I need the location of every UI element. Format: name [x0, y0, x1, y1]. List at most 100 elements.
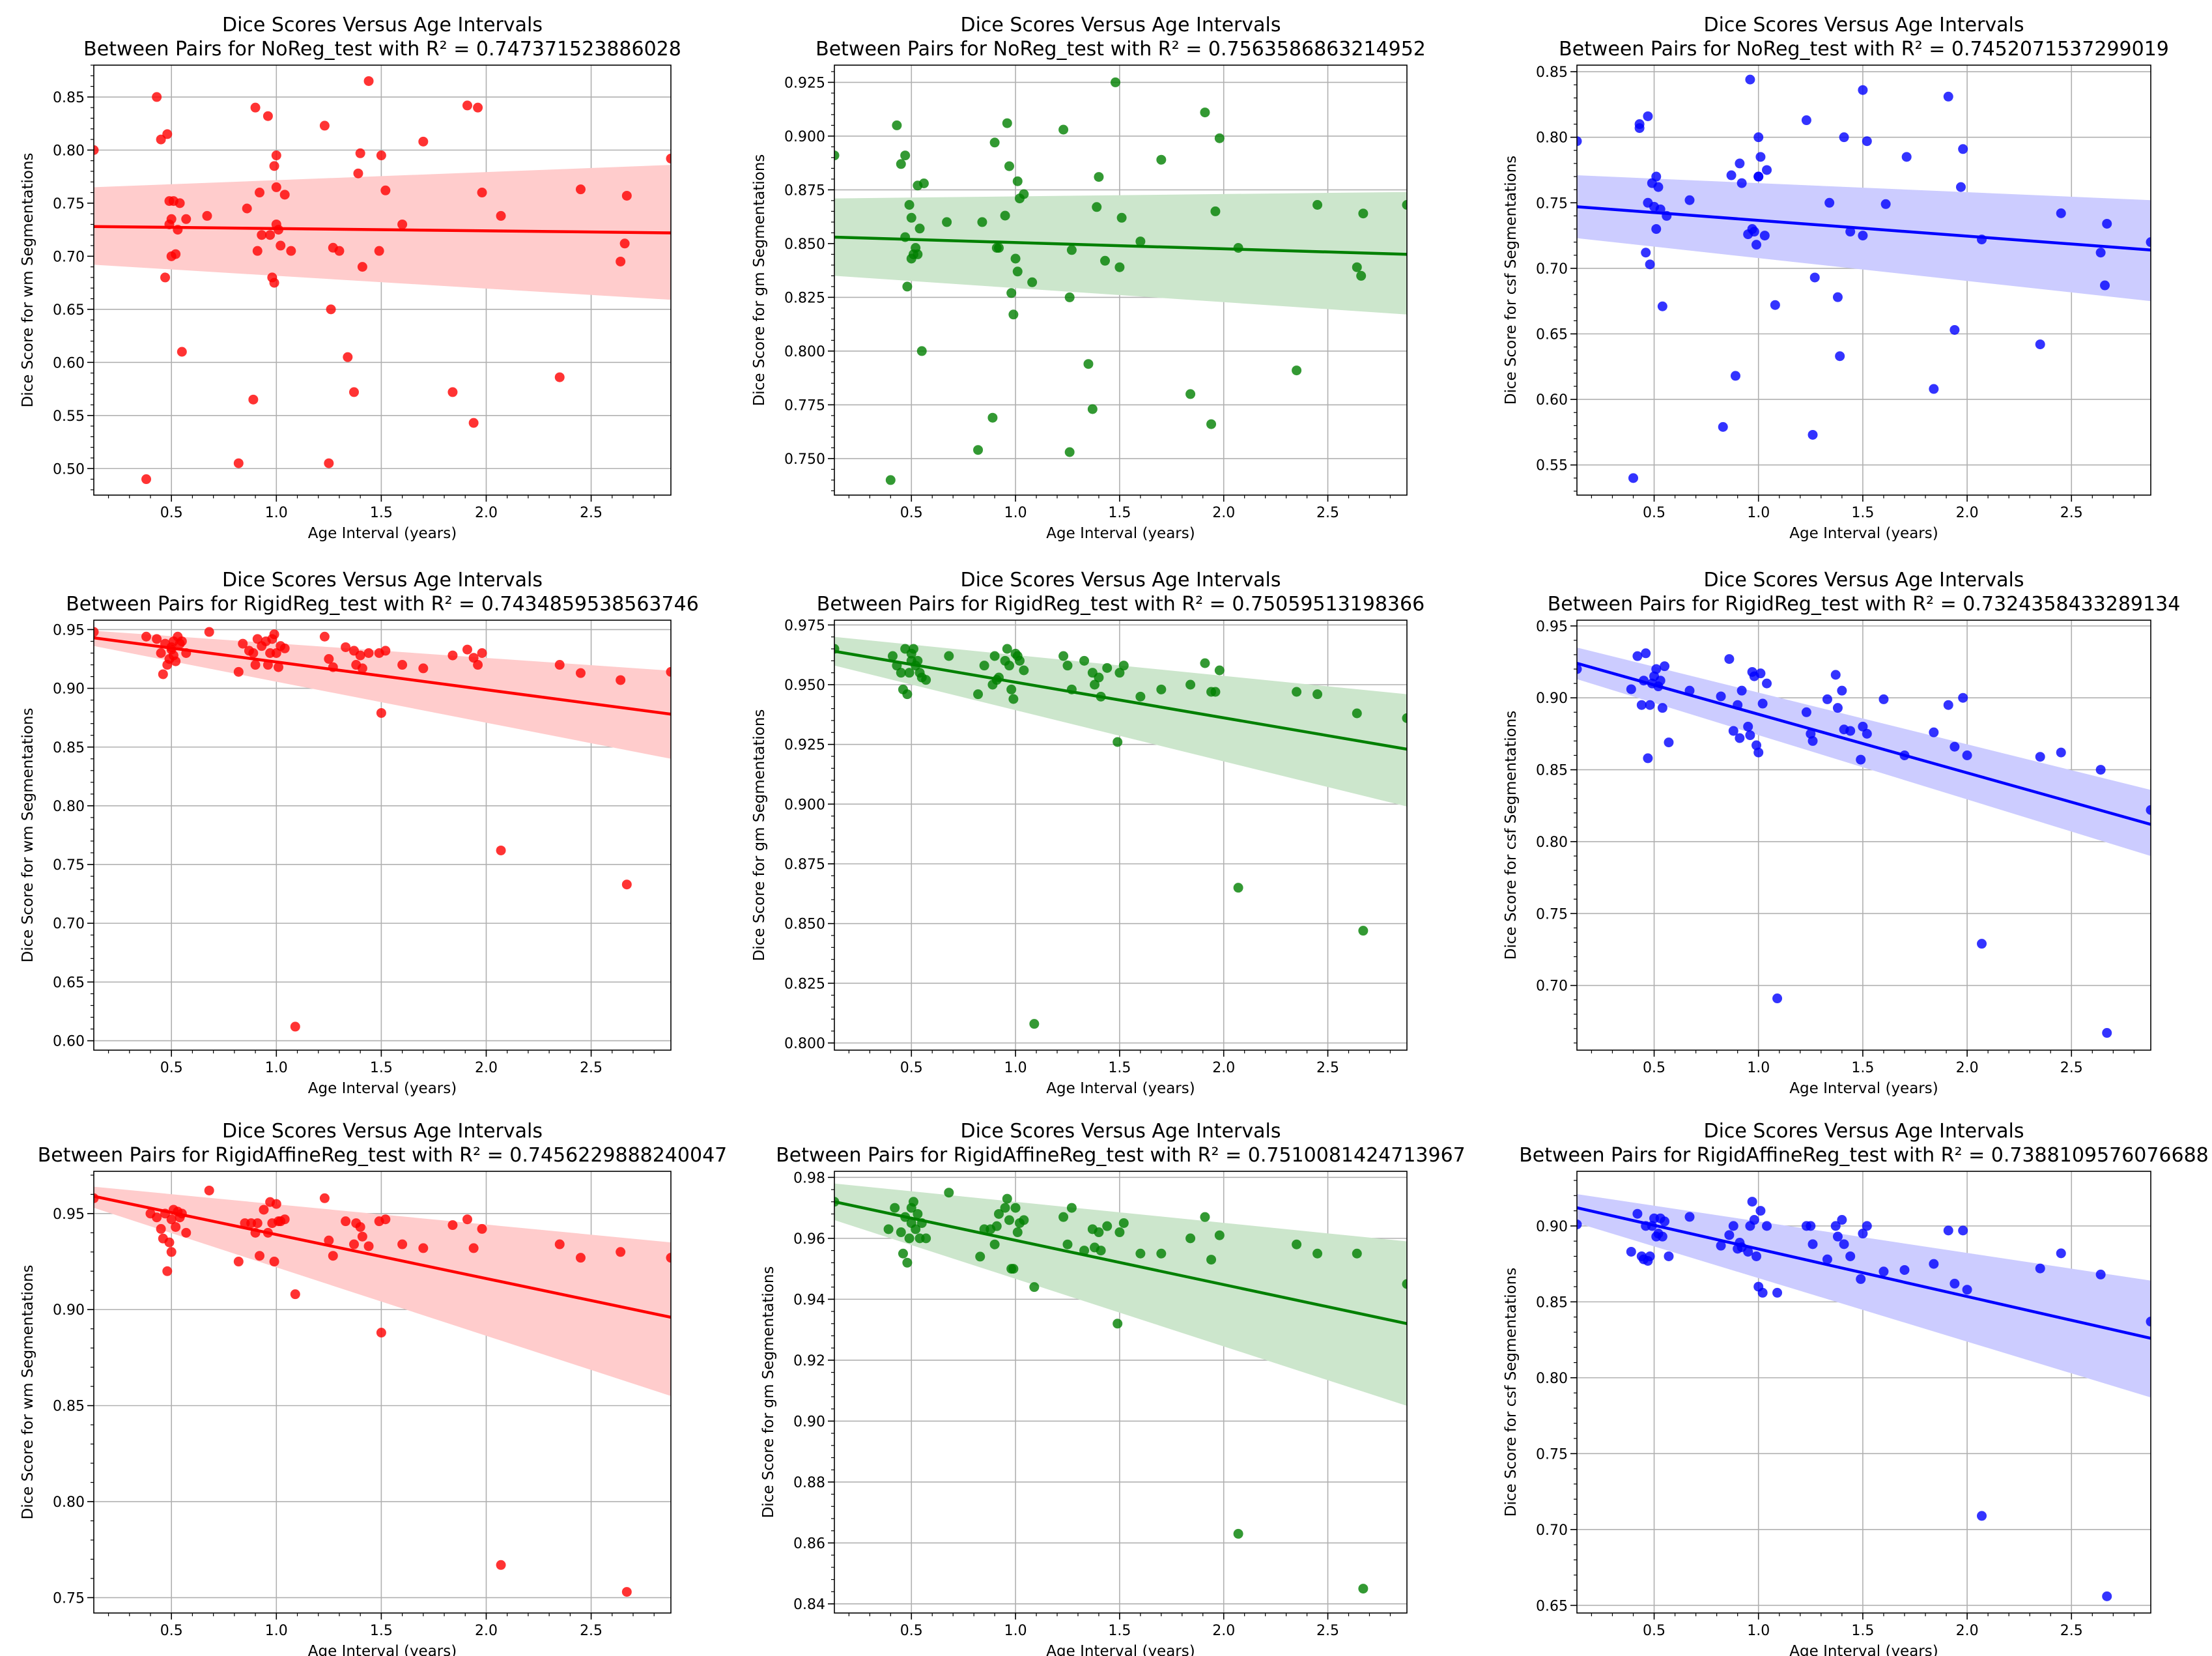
x-axis-label: Age Interval (years)	[308, 1080, 457, 1097]
data-point	[1113, 737, 1123, 747]
x-tick-label: 2.0	[1956, 1060, 1979, 1076]
data-point	[447, 387, 458, 397]
data-point	[666, 666, 671, 677]
data-point	[1660, 661, 1670, 672]
data-point	[1102, 663, 1113, 673]
data-point	[1745, 74, 1755, 85]
data-point	[334, 246, 345, 256]
data-point	[904, 1233, 915, 1244]
data-point	[1716, 1240, 1726, 1251]
y-tick-label: 0.80	[1536, 1371, 1568, 1387]
data-point	[286, 246, 296, 256]
data-point	[1118, 1218, 1129, 1228]
data-point	[834, 150, 840, 161]
y-tick-label: 0.70	[1536, 1522, 1568, 1539]
data-point	[160, 272, 171, 283]
y-axis-label: Dice Score for csf Segmentations	[1503, 711, 1520, 960]
chart-title: Dice Scores Versus Age Intervals	[222, 14, 543, 36]
data-point	[326, 304, 336, 315]
data-point	[1029, 1019, 1040, 1029]
data-point	[1839, 1239, 1849, 1249]
x-tick-label: 2.0	[475, 1060, 498, 1076]
data-point	[1759, 231, 1770, 241]
chart-subtitle: Between Pairs for RigidReg_test with R² …	[66, 593, 699, 616]
data-layer	[94, 1185, 671, 1597]
regression-line	[94, 636, 671, 716]
data-point	[250, 660, 261, 670]
data-point	[1645, 1251, 1655, 1261]
data-point	[1832, 703, 1843, 713]
data-point	[979, 661, 989, 671]
data-point	[1156, 1248, 1167, 1259]
data-point	[1943, 1225, 1953, 1236]
data-point	[616, 1247, 626, 1257]
data-point	[324, 654, 334, 664]
data-point	[271, 182, 281, 192]
y-tick-label: 0.900	[784, 129, 825, 145]
data-point	[242, 203, 252, 214]
y-axis-label: Dice Score for wm Segmentations	[20, 707, 36, 962]
y-tick-label: 0.75	[53, 1590, 85, 1606]
data-point	[991, 1221, 1002, 1231]
data-point	[1743, 1246, 1753, 1257]
data-point	[279, 1214, 290, 1225]
data-point	[1292, 687, 1302, 697]
data-point	[341, 1216, 351, 1227]
data-point	[141, 474, 152, 485]
data-point	[363, 1241, 374, 1251]
x-axis-label: Age Interval (years)	[1046, 1643, 1195, 1656]
data-point	[1837, 685, 1847, 696]
data-point	[1058, 651, 1069, 661]
data-point	[255, 1251, 265, 1261]
y-tick-label: 0.70	[1536, 978, 1568, 995]
data-point	[977, 217, 987, 227]
data-point	[1577, 1220, 1582, 1230]
data-point	[2056, 208, 2066, 218]
data-point	[1356, 270, 1367, 281]
data-layer	[1577, 74, 2151, 483]
y-tick-label: 0.60	[53, 1034, 85, 1050]
data-point	[1822, 1254, 1832, 1264]
data-point	[616, 675, 626, 685]
data-point	[944, 1188, 954, 1198]
data-point	[1066, 245, 1077, 255]
data-point	[1856, 1274, 1866, 1284]
data-point	[1628, 473, 1638, 483]
y-axis-label: Dice Score for wm Segmentations	[20, 152, 36, 407]
data-point	[2146, 237, 2151, 248]
data-point	[1751, 240, 1762, 250]
data-point	[1029, 1282, 1040, 1292]
data-point	[1899, 1264, 1910, 1275]
plot-frame	[834, 620, 1408, 1051]
chart-subtitle: Between Pairs for RigidAffineReg_test wi…	[38, 1144, 728, 1167]
x-tick-label: 2.0	[1212, 1060, 1235, 1076]
data-point	[1083, 359, 1094, 369]
data-point	[1233, 883, 1243, 893]
data-point	[1210, 206, 1221, 216]
data-point	[462, 100, 472, 111]
data-point	[269, 629, 279, 640]
data-layer	[94, 76, 671, 485]
data-point	[496, 1560, 506, 1570]
data-point	[1577, 664, 1582, 674]
y-tick-label: 0.800	[784, 344, 825, 360]
data-point	[896, 668, 906, 678]
y-tick-label: 0.95	[53, 1206, 85, 1223]
data-point	[1116, 212, 1127, 223]
y-tick-label: 0.50	[53, 461, 85, 478]
x-tick-label: 0.5	[160, 1060, 183, 1076]
data-point	[341, 642, 351, 652]
data-point	[271, 1199, 281, 1209]
x-tick-label: 2.5	[580, 1623, 603, 1639]
data-point	[619, 238, 630, 249]
data-point	[496, 210, 506, 221]
data-point	[1757, 698, 1768, 709]
x-tick-label: 2.5	[2060, 505, 2083, 521]
chart-title: Dice Scores Versus Age Intervals	[961, 569, 1281, 592]
chart-subtitle: Between Pairs for RigidReg_test with R² …	[817, 593, 1425, 616]
y-tick-label: 0.825	[784, 976, 825, 992]
gridlines	[1577, 620, 2151, 1050]
data-point	[1950, 1278, 1960, 1289]
data-point	[1012, 176, 1023, 186]
data-point	[290, 1021, 300, 1032]
